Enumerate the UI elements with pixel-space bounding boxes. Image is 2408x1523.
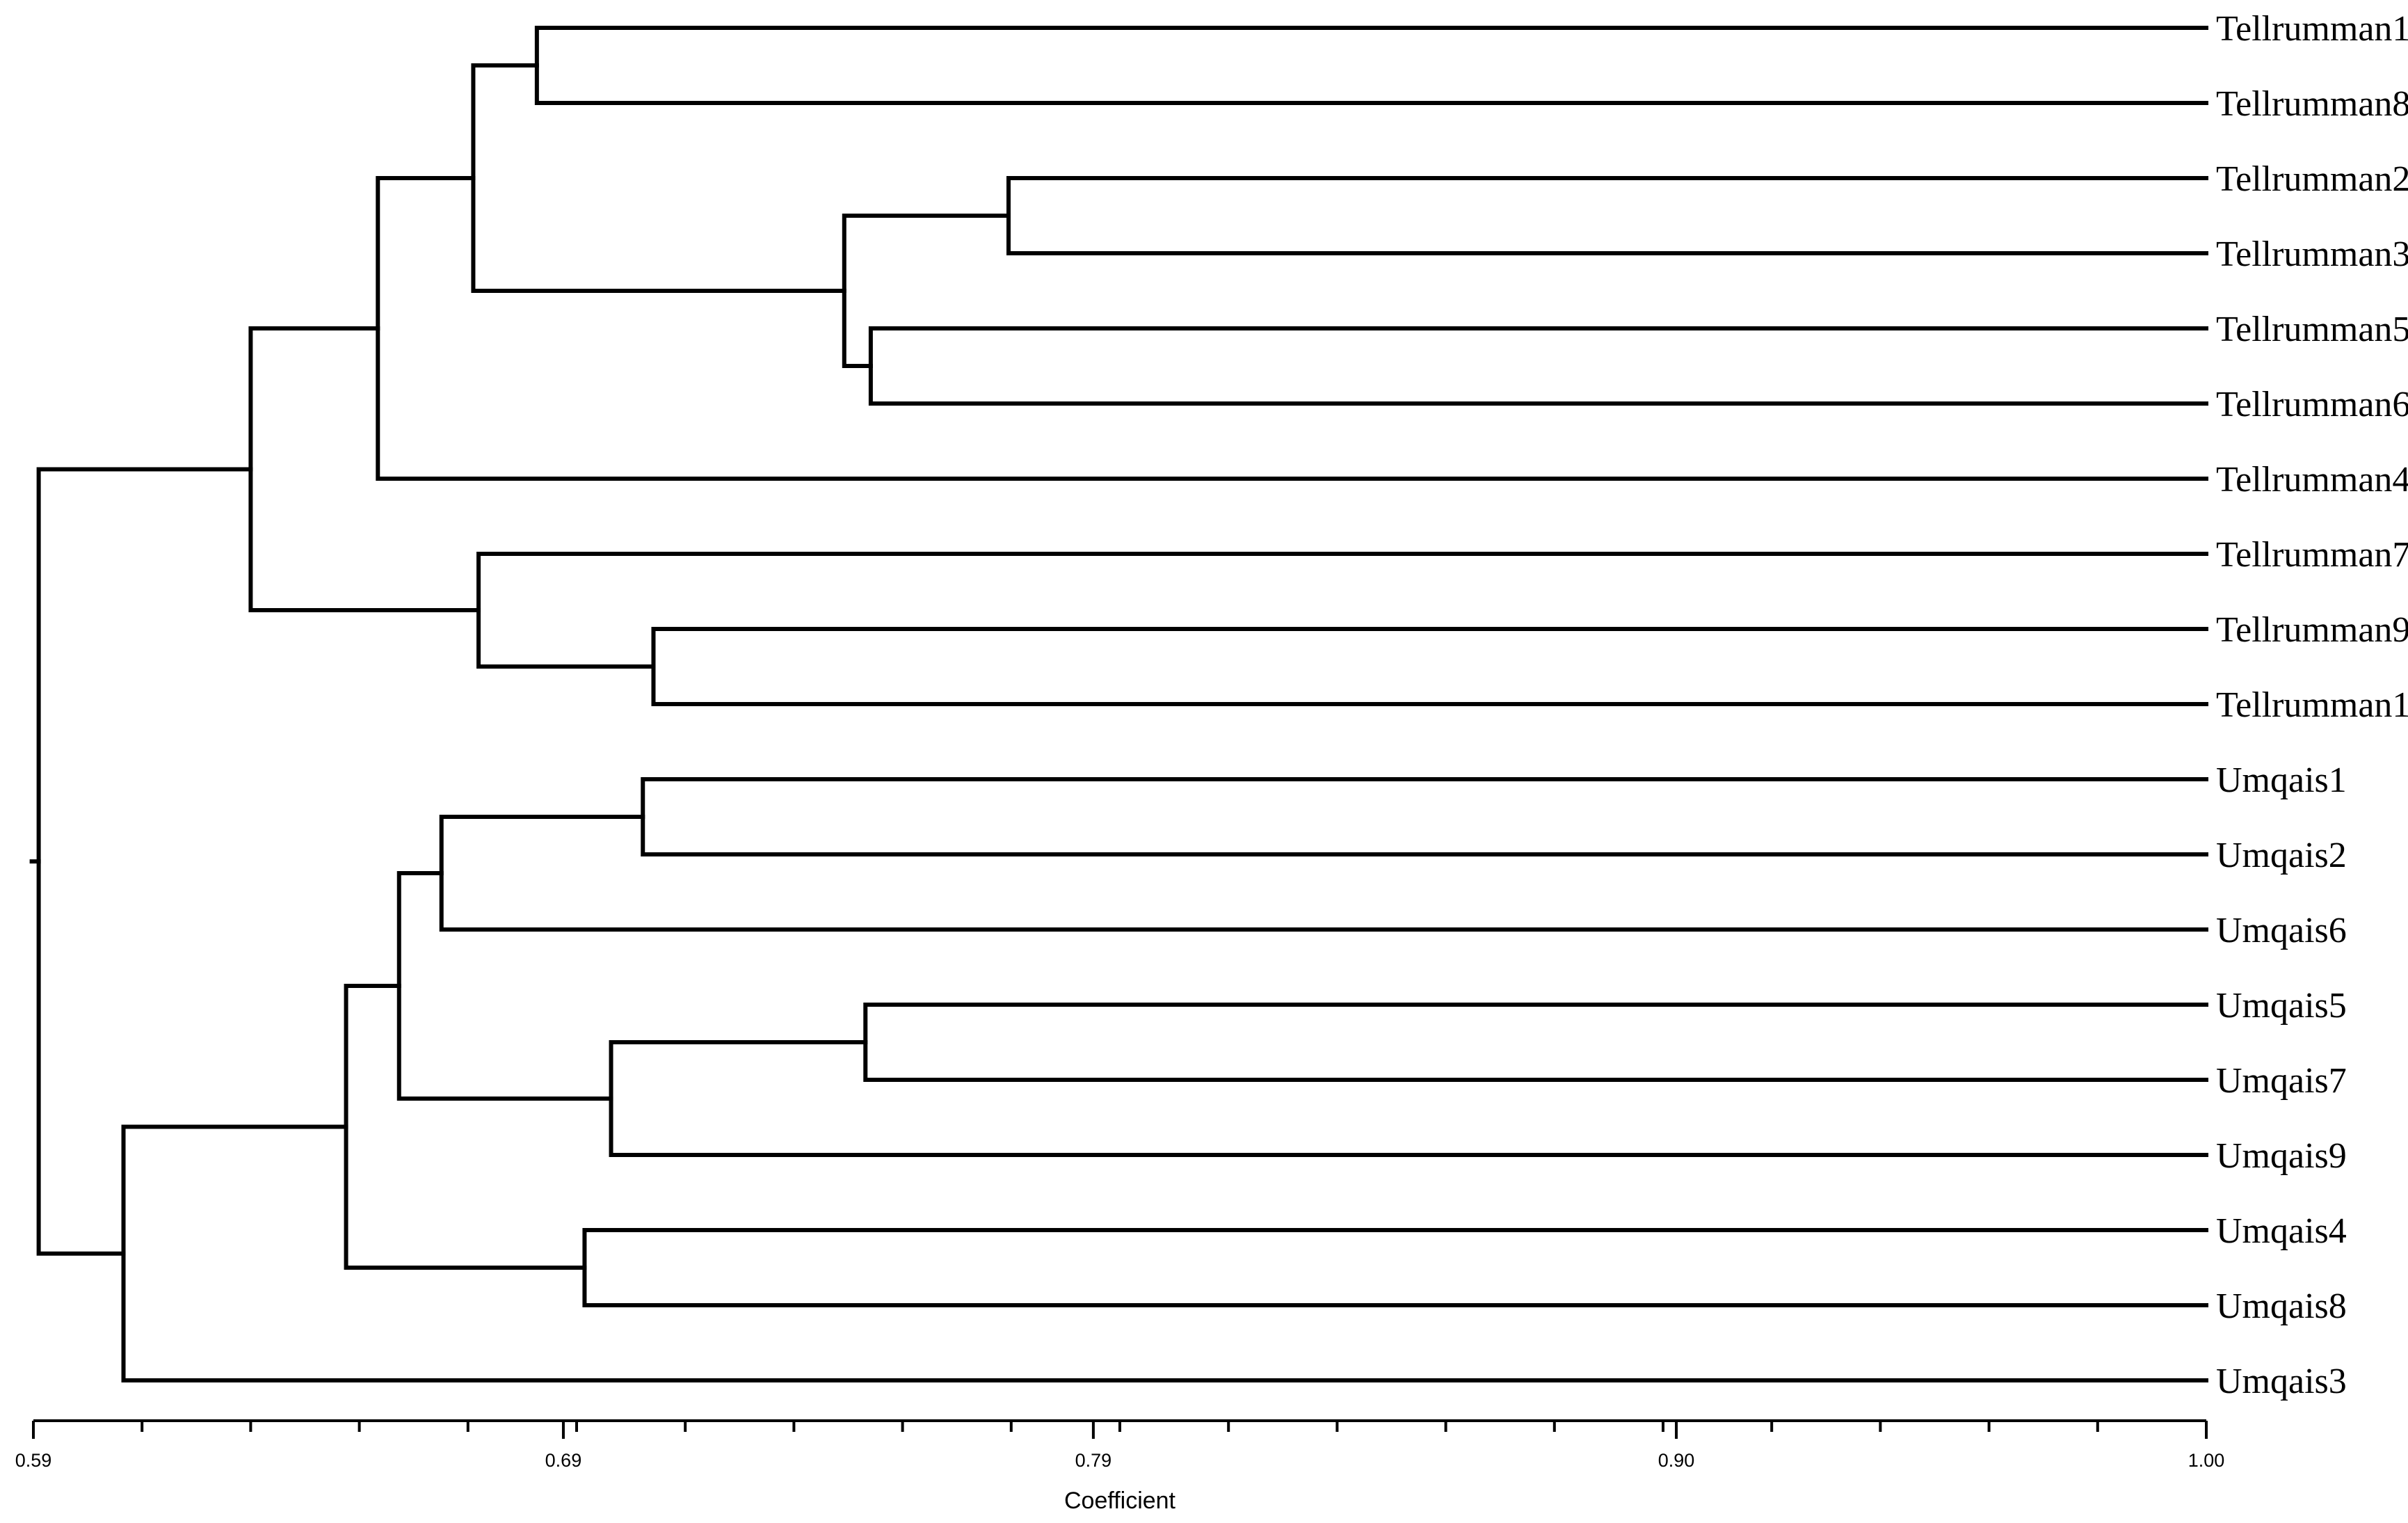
branch-m_t18_t2356 <box>471 63 846 293</box>
leaf-label: Tellrumman2 <box>2216 159 2408 199</box>
leaf-label: Umqais5 <box>2216 986 2347 1026</box>
branch-m_t7 <box>476 552 2208 669</box>
leaf-label: Tellrumman7 <box>2216 535 2408 575</box>
branch-m_u4_u8 <box>582 1228 2208 1307</box>
tick-label: 0.59 <box>15 1450 52 1471</box>
branches <box>29 26 2208 1382</box>
branch-m_t2_t3 <box>1006 176 2208 255</box>
leaf-label: Umqais1 <box>2216 760 2347 800</box>
tick-label: 0.79 <box>1075 1450 1112 1471</box>
tick-label: 1.00 <box>2188 1450 2225 1471</box>
leaf-labels: Tellrumman1 Tellrumman8 Tellrumman2 Tellrum… <box>2216 9 2408 1401</box>
branch-m_u6 <box>439 815 2208 932</box>
leaf-label: Umqais9 <box>2216 1136 2347 1176</box>
branch-m_u_big <box>344 984 587 1270</box>
leaf-label: Umqais3 <box>2216 1362 2347 1401</box>
leaf-label: Tellrumman3 <box>2216 234 2408 274</box>
branch-root <box>36 467 253 1256</box>
leaf-label: Tellrumman5 <box>2216 310 2408 349</box>
leaf-label: Tellrumman8 <box>2216 84 2408 124</box>
leaf-label: Umqais4 <box>2216 1211 2347 1251</box>
leaf-label: Tellrumman9 <box>2216 610 2408 650</box>
leaf-label: Tellrumman4 <box>2216 460 2408 500</box>
x-axis: 0.59 0.69 0.79 0.90 1.00 Coefficient <box>15 1419 2225 1514</box>
branch-m_u5_u7 <box>863 1003 2208 1082</box>
leaf-label: Umqais2 <box>2216 836 2347 875</box>
x-axis-title: Coefficient <box>1064 1488 1176 1514</box>
leaf-label: Tellrumman1 <box>2216 9 2408 49</box>
branch-m_u9 <box>609 1040 2208 1157</box>
tick-label: 0.69 <box>545 1450 582 1471</box>
leaf-label: Umqais8 <box>2216 1286 2347 1326</box>
branch-m_tell <box>248 326 481 612</box>
branch-m_t5_t6 <box>868 326 2208 406</box>
branch-m_t9_t1 <box>651 627 2208 706</box>
leaf-label: Tellrumman1 <box>2216 685 2408 725</box>
leaf-label: Tellrumman6 <box>2216 385 2408 424</box>
leaf-label: Umqais7 <box>2216 1061 2347 1101</box>
leaf-label: Umqais6 <box>2216 911 2347 950</box>
branch-m_u126_u579 <box>396 871 613 1101</box>
branch-m_u3 <box>121 1124 2208 1382</box>
branch-m_u1_u2 <box>641 777 2208 856</box>
tick-label: 0.90 <box>1658 1450 1695 1471</box>
branch-m_t1_t8 <box>534 26 2208 105</box>
